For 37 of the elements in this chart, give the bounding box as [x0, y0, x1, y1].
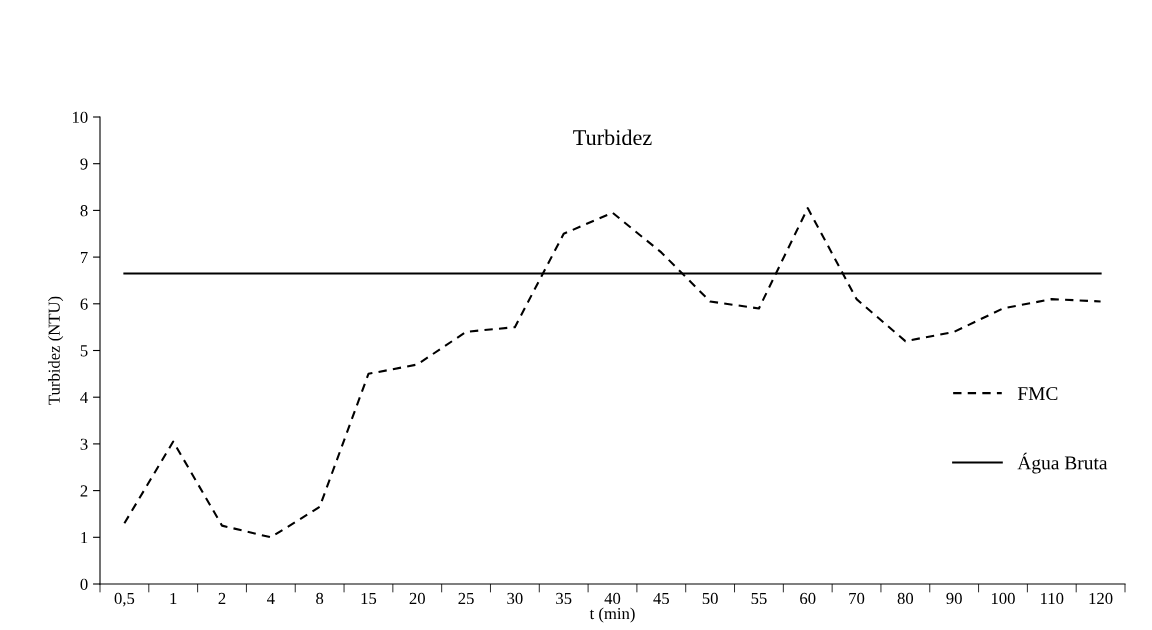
x-tick-label: 15: [361, 592, 377, 605]
x-tick-label: 70: [849, 592, 865, 605]
y-tick-label: 7: [80, 251, 88, 263]
x-tick-label: 120: [1089, 592, 1113, 605]
y-tick-label: 4: [80, 392, 88, 403]
x-tick-label: 4: [266, 592, 275, 604]
y-tick-label: 8: [80, 205, 88, 217]
x-tick-label: 30: [507, 592, 523, 605]
y-axis-title: Turbidez (NTU): [48, 296, 64, 405]
x-tick-label: 110: [1041, 592, 1064, 605]
legend-label: Água Bruta: [1017, 452, 1108, 474]
x-tick-label: 100: [991, 592, 1015, 605]
x-tick-label: 35: [556, 592, 572, 605]
x-tick-label: 80: [897, 592, 914, 605]
x-tick-label: 2: [218, 592, 226, 604]
x-tick-label: 20: [409, 592, 425, 605]
y-tick-label: 10: [72, 111, 88, 123]
x-tick-label: 0,5: [114, 592, 135, 607]
y-tick-label: 0: [80, 578, 88, 590]
x-tick-label: 40: [604, 592, 621, 605]
x-tick-label: 90: [946, 592, 962, 605]
x-tick-label: 25: [458, 592, 474, 605]
y-tick-label: 1: [81, 532, 88, 544]
x-tick-label: 55: [751, 592, 767, 605]
x-axis-title: t (min): [589, 607, 635, 623]
y-tick-label: 6: [80, 298, 88, 310]
chart-title: Turbidez: [573, 129, 652, 146]
y-tick-label: 9: [80, 158, 88, 170]
x-tick-label: 45: [653, 592, 669, 605]
y-tick-label: 3: [80, 438, 88, 450]
y-tick-label: 2: [80, 485, 88, 497]
x-tick-label: 1: [170, 592, 177, 604]
x-tick-label: 8: [316, 592, 324, 605]
y-tick-label: 5: [80, 345, 88, 357]
x-tick-label: 60: [800, 592, 816, 605]
x-tick-label: 50: [702, 592, 718, 605]
legend-label: FMC: [1017, 387, 1058, 401]
